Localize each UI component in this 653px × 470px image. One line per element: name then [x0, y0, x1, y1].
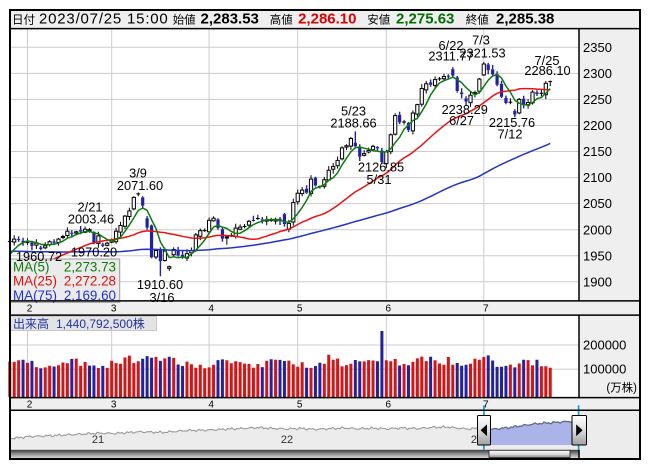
svg-text:2/21: 2/21	[78, 199, 103, 214]
svg-text:始値: 始値	[173, 12, 196, 26]
svg-text:7/25: 7/25	[535, 53, 560, 68]
svg-text:7: 7	[483, 399, 489, 410]
svg-text:2,286.10: 2,286.10	[298, 10, 356, 27]
svg-text:5: 5	[297, 399, 303, 410]
svg-text:3/16: 3/16	[150, 290, 175, 305]
svg-text:終値: 終値	[466, 12, 489, 26]
svg-text:2,169.60: 2,169.60	[64, 288, 116, 303]
svg-text:200000: 200000	[583, 338, 626, 353]
svg-text:2200: 2200	[583, 118, 612, 133]
svg-text:2000: 2000	[583, 222, 612, 237]
svg-text:2: 2	[27, 399, 33, 410]
svg-text:2126.85: 2126.85	[358, 160, 404, 175]
svg-text:1910.60: 1910.60	[137, 277, 183, 292]
svg-text:日付: 日付	[12, 13, 35, 26]
svg-text:7: 7	[483, 303, 489, 314]
svg-text:1900: 1900	[583, 274, 612, 289]
svg-text:2023/07/25 15:00: 2023/07/25 15:00	[39, 10, 169, 27]
svg-text:3: 3	[111, 399, 117, 410]
svg-text:2215.76: 2215.76	[489, 115, 535, 130]
svg-text:出来高: 出来高	[13, 316, 49, 331]
svg-text:21: 21	[92, 434, 104, 446]
svg-text:安値: 安値	[367, 12, 390, 26]
svg-text:2250: 2250	[583, 92, 612, 107]
svg-text:2238.29: 2238.29	[442, 102, 488, 117]
svg-text:2071.60: 2071.60	[117, 178, 163, 193]
svg-text:1950: 1950	[583, 248, 612, 263]
svg-text:MA(25): MA(25)	[13, 274, 57, 289]
svg-text:2100: 2100	[583, 170, 612, 185]
svg-text:5/23: 5/23	[341, 103, 366, 118]
svg-text:22: 22	[281, 434, 293, 446]
svg-text:5: 5	[297, 303, 303, 314]
svg-text:2,285.38: 2,285.38	[496, 10, 554, 27]
svg-text:2286.10: 2286.10	[524, 63, 570, 78]
svg-text:2: 2	[27, 303, 33, 314]
svg-text:2,272.28: 2,272.28	[64, 274, 116, 289]
svg-text:2050: 2050	[583, 196, 612, 211]
svg-text:6/22: 6/22	[439, 38, 464, 53]
svg-text:6: 6	[386, 399, 392, 410]
svg-text:2311.77: 2311.77	[428, 49, 473, 64]
svg-text:7/12: 7/12	[498, 127, 523, 142]
svg-text:1970.20: 1970.20	[71, 244, 117, 259]
svg-text:5/31: 5/31	[367, 172, 392, 187]
svg-text:2,275.63: 2,275.63	[396, 10, 454, 27]
svg-text:2300: 2300	[583, 66, 612, 81]
svg-text:高値: 高値	[270, 12, 293, 26]
svg-text:7/3: 7/3	[472, 32, 490, 47]
svg-text:2150: 2150	[583, 144, 612, 159]
svg-text:2003.46: 2003.46	[68, 212, 114, 227]
svg-text:4: 4	[208, 303, 214, 314]
svg-text:2,273.73: 2,273.73	[64, 259, 116, 274]
svg-text:2321.53: 2321.53	[459, 46, 505, 61]
svg-text:MA(5): MA(5)	[13, 259, 49, 274]
svg-text:6: 6	[386, 303, 392, 314]
svg-text:2188.66: 2188.66	[330, 116, 376, 131]
svg-text:1960.72: 1960.72	[16, 249, 62, 264]
svg-text:100000: 100000	[583, 362, 626, 377]
svg-text:MA(75): MA(75)	[13, 288, 57, 303]
svg-text:2,283.53: 2,283.53	[201, 10, 259, 27]
svg-text:4: 4	[208, 399, 214, 410]
svg-text:6/27: 6/27	[449, 113, 474, 128]
svg-text:3: 3	[111, 303, 117, 314]
svg-text:2350: 2350	[583, 40, 612, 55]
svg-text:3/9: 3/9	[129, 165, 147, 180]
svg-text:1,440,792,500株: 1,440,792,500株	[56, 316, 145, 331]
svg-text:(万株): (万株)	[606, 381, 637, 395]
